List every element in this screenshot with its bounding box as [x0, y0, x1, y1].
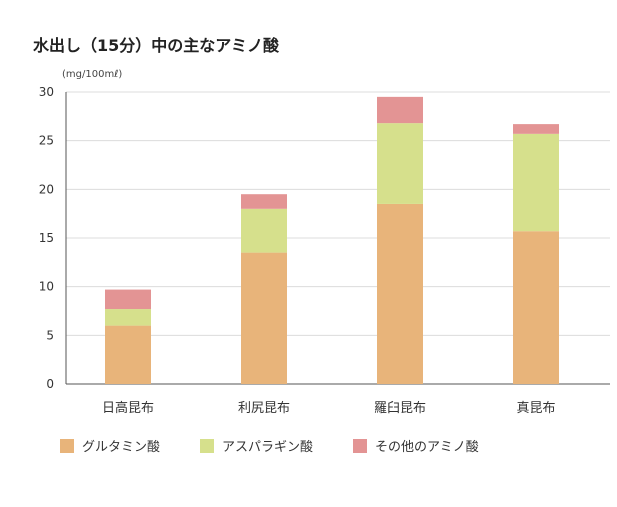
y-tick-label: 10: [39, 280, 54, 294]
bar-segment-2-category-3: [377, 123, 423, 204]
bar-segment-1-category-3: [377, 203, 423, 384]
y-tick-label: 15: [39, 231, 54, 245]
bar-segment-1-category-2: [241, 252, 287, 384]
y-tick-label: 30: [39, 85, 54, 99]
y-tick-label: 25: [39, 134, 54, 148]
bar-segment-2-category-2: [241, 208, 287, 253]
legend-item-other-amino-acids: その他のアミノ酸: [353, 436, 479, 455]
bar-segment-1-category-1: [105, 325, 151, 384]
bar-segment-3-category-3: [377, 96, 423, 124]
bar-segment-3-category-1: [105, 289, 151, 310]
x-tick-label: 日高昆布: [102, 400, 154, 416]
bar-segment-2-category-1: [105, 309, 151, 326]
y-axis-unit-label: (mg/100mℓ): [62, 69, 123, 80]
bar-segment-2-category-4: [513, 133, 559, 232]
legend-label-glutamic-acid: グルタミン酸: [82, 440, 161, 455]
legend-swatch-other-amino-acids: [353, 438, 368, 453]
x-tick-label: 真昆布: [516, 401, 555, 416]
legend-item-glutamic-acid: グルタミン酸: [60, 436, 160, 455]
legend-swatch-glutamic-acid: [60, 438, 74, 453]
y-tick-label: 0: [46, 377, 54, 391]
chart-title: 水出し（15分）中の主なアミノ酸: [33, 36, 279, 55]
x-tick-label: 利尻昆布: [238, 401, 290, 416]
bar-segment-3-category-2: [241, 194, 287, 209]
y-tick-label: 20: [39, 182, 54, 196]
x-tick-label: 羅臼昆布: [374, 401, 426, 416]
legend-label-aspartic-acid: アスパラギン酸: [222, 440, 314, 455]
chart-legend: グルタミン酸 アスパラギン酸 その他のアミノ酸: [60, 436, 519, 455]
legend-label-other-amino-acids: その他のアミノ酸: [375, 440, 479, 455]
bar-segment-1-category-4: [513, 231, 559, 384]
legend-item-aspartic-acid: アスパラギン酸: [200, 436, 313, 455]
y-tick-label: 5: [46, 328, 54, 342]
bar-segment-3-category-4: [513, 124, 559, 134]
legend-swatch-aspartic-acid: [200, 438, 215, 453]
